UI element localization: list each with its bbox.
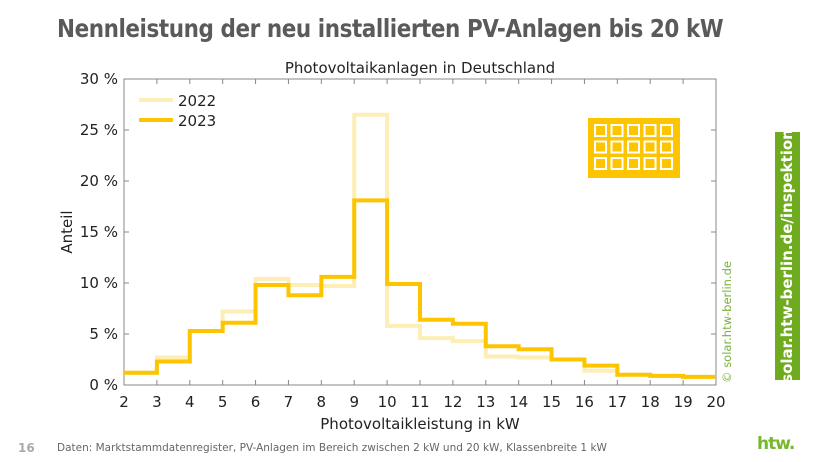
bin-2023-2: [124, 373, 157, 385]
bin-2023-9: [354, 200, 387, 385]
bin-2023-6: [256, 285, 289, 385]
chart-title: Photovoltaikanlagen in Deutschland: [285, 59, 555, 77]
copyright-text: © solar.htw-berlin.de: [720, 261, 734, 383]
x-tick-label: 14: [509, 393, 528, 411]
bin-2023-19: [683, 377, 716, 385]
x-tick-label: 11: [410, 393, 429, 411]
bin-2023-18: [650, 376, 683, 385]
page-title: Nennleistung der neu installierten PV-An…: [57, 14, 724, 43]
x-tick-label: 18: [641, 393, 660, 411]
series-line-2023: [124, 198, 716, 379]
bin-2023-12: [453, 324, 486, 385]
x-tick-label: 5: [218, 393, 228, 411]
legend-label-2023: 2023: [178, 112, 216, 130]
page-number: 16: [18, 441, 35, 455]
x-tick-label: 16: [575, 393, 594, 411]
x-tick-label: 17: [608, 393, 627, 411]
x-tick-label: 20: [706, 393, 725, 411]
side-banner-text: solar.htw-berlin.de/inspektion: [778, 129, 796, 383]
bin-2023-17: [617, 375, 650, 385]
side-banner[interactable]: solar.htw-berlin.de/inspektion: [775, 129, 800, 383]
bin-2023-3: [157, 362, 190, 385]
x-tick-label: 3: [152, 393, 162, 411]
bin-2023-8: [321, 277, 354, 385]
legend-label-2022: 2022: [178, 92, 216, 110]
x-tick-label: 19: [674, 393, 693, 411]
y-tick-label: 20 %: [80, 172, 118, 190]
y-tick-label: 25 %: [80, 121, 118, 139]
solar-panel-icon: [588, 118, 680, 178]
x-tick-label: 10: [378, 393, 397, 411]
x-tick-label: 15: [542, 393, 561, 411]
bin-2023-16: [584, 366, 617, 385]
x-tick-label: 12: [443, 393, 462, 411]
bin-2023-13: [486, 346, 519, 385]
x-tick-label: 9: [349, 393, 359, 411]
htw-logo: htw.: [757, 434, 795, 454]
y-tick-label: 15 %: [80, 223, 118, 241]
y-tick-label: 10 %: [80, 274, 118, 292]
y-tick-label: 30 %: [80, 70, 118, 88]
x-tick-label: 2: [119, 393, 129, 411]
x-tick-label: 6: [251, 393, 261, 411]
bin-2023-7: [288, 295, 321, 385]
x-tick-label: 13: [476, 393, 495, 411]
x-tick-label: 4: [185, 393, 195, 411]
bin-2023-11: [420, 320, 453, 385]
bin-2023-5: [223, 323, 256, 385]
y-tick-label: 5 %: [89, 325, 118, 343]
x-tick-label: 8: [317, 393, 327, 411]
y-axis-label: Anteil: [58, 210, 76, 253]
bin-2023-15: [552, 360, 585, 386]
x-tick-label: 7: [284, 393, 294, 411]
bin-2023-4: [190, 331, 223, 385]
bin-2023-14: [519, 349, 552, 385]
y-tick-label: 0 %: [89, 376, 118, 394]
source-footnote: Daten: Marktstammdatenregister, PV-Anlag…: [57, 442, 607, 454]
bin-2023-10: [387, 284, 420, 385]
x-axis-label: Photovoltaikleistung in kW: [320, 415, 520, 433]
